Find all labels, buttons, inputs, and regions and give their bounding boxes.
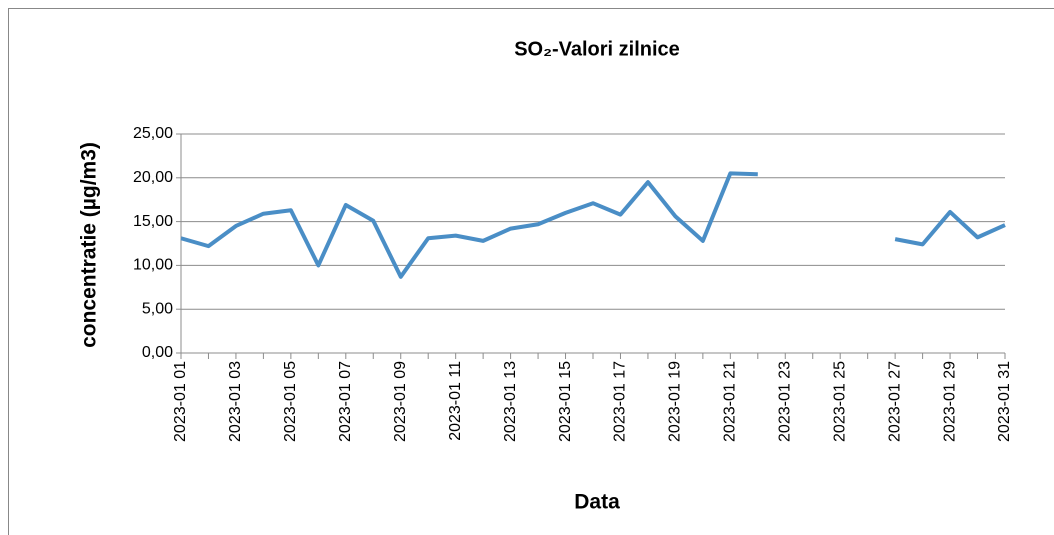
x-tick-label: 2023-01 13 bbox=[502, 361, 519, 442]
y-tick-label: 25,00 bbox=[133, 125, 173, 142]
x-tick-label: 2023-01 23 bbox=[776, 361, 793, 442]
y-tick-label: 15,00 bbox=[133, 213, 173, 230]
x-tick-label: 2023-01 27 bbox=[886, 361, 903, 442]
x-axis-label: Data bbox=[574, 491, 620, 514]
y-axis-label: concentratie (µg/m3) bbox=[78, 142, 101, 348]
y-tick-label: 0,00 bbox=[142, 344, 173, 361]
line-series bbox=[180, 171, 1006, 279]
x-tick-label: 2023-01 21 bbox=[722, 361, 739, 442]
x-tick-label: 2023-01 11 bbox=[447, 361, 464, 441]
chart-frame bbox=[8, 8, 1054, 535]
x-tick-label: 2023-01 19 bbox=[667, 361, 684, 442]
y-tick-label: 5,00 bbox=[142, 300, 173, 317]
x-tick-label: 2023-01 25 bbox=[831, 361, 848, 442]
chart-title: SO₂-Valori zilnice bbox=[514, 38, 680, 60]
y-tick-label: 10,00 bbox=[133, 257, 173, 274]
y-tick-label: 20,00 bbox=[133, 169, 173, 186]
x-tick-label: 2023-01 29 bbox=[941, 361, 958, 442]
x-tick-label: 2023-01 15 bbox=[557, 361, 574, 442]
x-tick-label: 2023-01 17 bbox=[612, 361, 629, 442]
x-tick-label: 2023-01 31 bbox=[996, 361, 1013, 442]
x-tick-label: 2023-01 07 bbox=[337, 361, 354, 442]
x-tick-label: 2023-01 01 bbox=[172, 361, 189, 442]
x-tick-label: 2023-01 03 bbox=[227, 361, 244, 442]
x-tick-label: 2023-01 05 bbox=[282, 361, 299, 442]
x-tick-label: 2023-01 09 bbox=[392, 361, 409, 442]
